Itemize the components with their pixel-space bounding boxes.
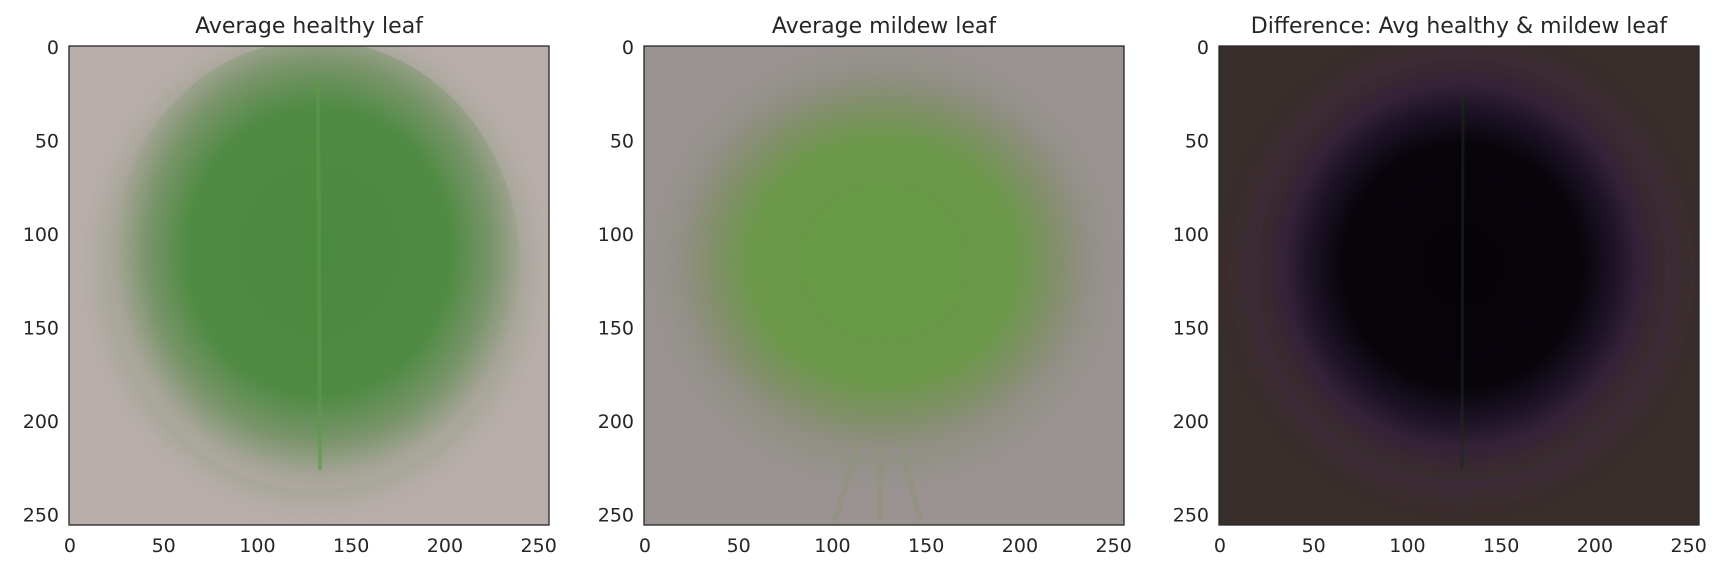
- heatmap-image: [69, 46, 549, 525]
- y-tick-label: 0: [47, 37, 59, 59]
- leaf-shape: [110, 46, 520, 490]
- x-ticks: 0 50 100 150 200 250: [639, 535, 1132, 557]
- axes-frame: [68, 45, 550, 526]
- axes-frame: [1218, 45, 1700, 526]
- y-tick-label: 200: [23, 411, 59, 433]
- x-tick-label: 150: [908, 535, 944, 557]
- panel-healthy: Average healthy leaf 0 50 100 150 200 250 0 50…: [23, 14, 557, 557]
- leaf-midrib: [316, 79, 322, 471]
- leaf-shape: [674, 67, 1094, 457]
- x-tick-label: 200: [1002, 535, 1038, 557]
- y-tick-label: 50: [35, 130, 59, 152]
- y-ticks: 0 50 100 150 200 250: [598, 37, 634, 527]
- x-tick-label: 50: [152, 535, 176, 557]
- x-tick-label: 150: [1483, 535, 1519, 557]
- y-tick-label: 200: [1173, 411, 1209, 433]
- x-tick-label: 0: [1214, 535, 1226, 557]
- y-tick-label: 0: [1197, 37, 1209, 59]
- leaf-stems: [832, 439, 923, 521]
- x-tick-label: 100: [814, 535, 850, 557]
- panel-title: Difference: Avg healthy & mildew leaf: [1251, 14, 1669, 39]
- x-ticks: 0 50 100 150 200 250: [64, 535, 557, 557]
- x-tick-label: 100: [1389, 535, 1425, 557]
- axes-frame: [643, 45, 1125, 526]
- x-tick-label: 0: [639, 535, 651, 557]
- x-tick-label: 50: [1302, 535, 1326, 557]
- y-tick-label: 250: [1173, 505, 1209, 527]
- x-tick-label: 0: [64, 535, 76, 557]
- x-tick-label: 200: [427, 535, 463, 557]
- x-tick-label: 250: [1096, 535, 1132, 557]
- heatmap-image: [1219, 46, 1699, 525]
- y-tick-label: 250: [23, 505, 59, 527]
- x-ticks: 0 50 100 150 200 250: [1214, 535, 1707, 557]
- panel-title: Average healthy leaf: [195, 14, 424, 39]
- y-tick-label: 100: [598, 224, 634, 246]
- x-tick-label: 250: [1671, 535, 1707, 557]
- y-ticks: 0 50 100 150 200 250: [23, 37, 59, 527]
- y-tick-label: 100: [1173, 224, 1209, 246]
- x-tick-label: 200: [1577, 535, 1613, 557]
- leaf-midrib: [1460, 89, 1465, 471]
- panel-mildew: Average mildew leaf 0 50 100 150 200 250 0 50 1…: [598, 14, 1132, 557]
- heatmap-image: [644, 46, 1124, 525]
- x-tick-label: 250: [521, 535, 557, 557]
- y-tick-label: 0: [622, 37, 634, 59]
- x-tick-label: 50: [727, 535, 751, 557]
- y-tick-label: 50: [610, 130, 634, 152]
- panel-difference: Difference: Avg healthy & mildew leaf 0 5…: [1173, 14, 1707, 557]
- y-tick-label: 50: [1185, 130, 1209, 152]
- y-tick-label: 100: [23, 224, 59, 246]
- x-tick-label: 150: [333, 535, 369, 557]
- y-tick-label: 200: [598, 411, 634, 433]
- y-ticks: 0 50 100 150 200 250: [1173, 37, 1209, 527]
- y-tick-label: 150: [1173, 318, 1209, 340]
- y-tick-label: 150: [23, 318, 59, 340]
- panel-title: Average mildew leaf: [772, 14, 998, 39]
- y-tick-label: 250: [598, 505, 634, 527]
- y-tick-label: 150: [598, 318, 634, 340]
- x-tick-label: 100: [239, 535, 275, 557]
